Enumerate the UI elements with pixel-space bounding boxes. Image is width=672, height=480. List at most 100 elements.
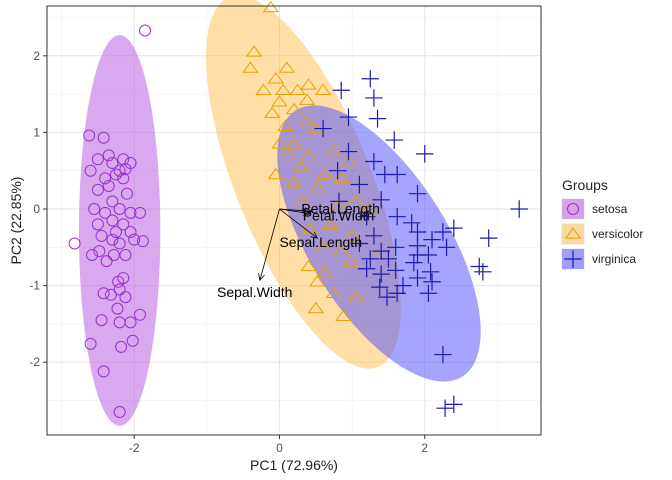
setosa-point: [133, 308, 146, 321]
versicolor-point: [277, 119, 294, 131]
legend-key-fill: [562, 199, 584, 219]
legend-items: setosa versicolor virginica: [561, 198, 643, 270]
setosa-point: [117, 153, 130, 166]
versicolor-point: [293, 160, 310, 172]
y-tick-label: 2: [33, 49, 40, 63]
versicolor-point: [255, 83, 272, 95]
virginica-point: [419, 284, 438, 302]
setosa-point: [117, 172, 130, 185]
setosa-point: [119, 291, 132, 304]
virginica-point: [387, 261, 405, 279]
panel-border: [46, 5, 542, 436]
virginica-point: [379, 250, 398, 268]
versicolor-point: [285, 175, 303, 187]
legend-item-versicolor: versicolor: [561, 223, 643, 245]
virginica-point: [372, 242, 390, 260]
virginica-point: [339, 108, 358, 126]
setosa-point: [106, 214, 119, 227]
setosa-point: [86, 248, 99, 261]
setosa-point: [68, 237, 81, 250]
setosa-point: [102, 149, 115, 162]
virginica-point: [332, 81, 350, 99]
virginica-point: [437, 238, 456, 257]
virginica-point: [361, 70, 379, 88]
setosa-point: [97, 287, 110, 300]
loading-arrow-head: [303, 209, 311, 217]
setosa-point: [113, 164, 126, 177]
setosa-point: [111, 302, 124, 315]
setosa-point: [107, 248, 120, 261]
x-tick-label: -2: [129, 441, 140, 455]
versicolor-point: [359, 202, 377, 214]
versicolor-point: [285, 137, 303, 149]
legend-item-virginica: virginica: [561, 248, 636, 270]
setosa-point: [100, 255, 113, 268]
setosa-point: [102, 180, 115, 193]
virginica-point: [350, 175, 369, 194]
setosa-point: [112, 275, 125, 288]
legend-key-plus-icon: [564, 250, 582, 268]
axes: -2 0 2 -2 -1 0 1 2: [29, 5, 542, 455]
setosa-point: [84, 164, 97, 177]
versicolor-point: [314, 83, 332, 95]
setosa-point: [113, 237, 126, 250]
virginica-point: [423, 273, 441, 291]
versicolor-point: [245, 45, 263, 57]
setosa-point: [113, 283, 126, 296]
legend-key-fill: [562, 224, 584, 244]
virginica-point: [387, 238, 405, 257]
virginica-point: [328, 162, 347, 180]
setosa-point: [115, 340, 128, 353]
setosa-point: [95, 229, 108, 242]
legend-title: Groups: [562, 177, 608, 193]
setosa-point: [124, 225, 137, 238]
virginica-point: [388, 284, 406, 302]
setosa-point: [113, 203, 126, 216]
versicolor-point: [300, 78, 317, 90]
setosa-point: [106, 195, 119, 208]
versicolor-point: [278, 61, 295, 73]
virginica-point: [510, 200, 528, 218]
virginica-point: [339, 142, 358, 161]
versicolor-point: [267, 72, 285, 84]
virginica-point: [357, 207, 376, 226]
loading-label: Sepal.Length: [279, 234, 362, 250]
virginica-point: [314, 119, 332, 138]
setosa-point: [110, 225, 123, 238]
y-tick-label: 0: [33, 202, 40, 216]
virginica-point: [361, 250, 379, 268]
versicolor-point: [289, 83, 306, 95]
versicolor-point: [285, 102, 303, 115]
versicolor-point: [307, 121, 324, 134]
legend-label: setosa: [592, 202, 628, 216]
loading-label: Sepal.Width: [217, 284, 292, 300]
versicolor-point: [325, 144, 343, 157]
virginica-point: [378, 288, 396, 306]
setosa-point: [104, 288, 117, 301]
setosa-point: [91, 153, 104, 166]
setosa-point: [97, 131, 110, 144]
setosa-point: [110, 168, 123, 181]
versicolor-point: [274, 83, 292, 95]
setosa-point: [84, 337, 97, 350]
virginica-point: [445, 395, 463, 414]
setosa-point: [88, 203, 101, 216]
setosa-point: [113, 406, 126, 419]
setosa-point: [93, 245, 106, 258]
legend-label: virginica: [592, 252, 636, 266]
virginica-point: [421, 263, 440, 281]
virginica-point: [371, 278, 389, 296]
legend-key-triangle-icon: [564, 227, 582, 239]
setosa-point: [106, 233, 119, 246]
versicolor-point: [300, 148, 317, 161]
versicolor-point: [342, 256, 359, 268]
legend: Groups setosa versicolor virginica: [561, 177, 643, 270]
legend-key-circle-icon: [567, 203, 579, 215]
y-tick-label: -1: [29, 279, 40, 293]
versicolor-point: [309, 180, 326, 193]
versicolor-point: [294, 194, 311, 207]
virginica-point: [388, 165, 406, 184]
x-axis-title: PC1 (72.96%): [250, 457, 338, 473]
